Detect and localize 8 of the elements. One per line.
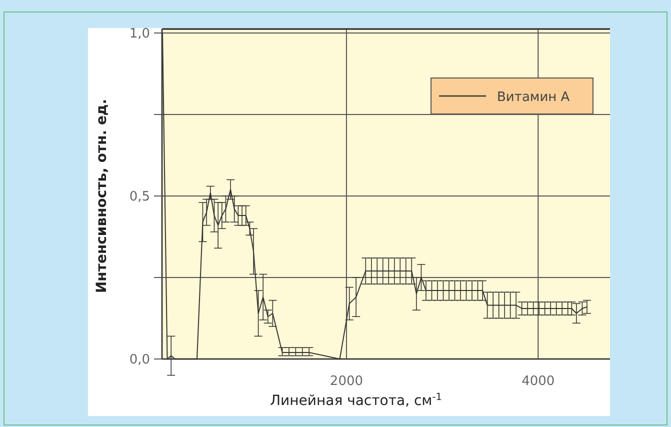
y-tick-label: 0,5	[129, 190, 150, 205]
x-tick-label: 2000	[330, 374, 364, 389]
y-tick-label: 0,0	[129, 352, 150, 368]
x-tick-label: 4000	[522, 374, 555, 389]
x-axis-title: Линейная частота, см$^{-1}$	[270, 392, 442, 409]
y-tick-label: 1,0	[129, 26, 150, 42]
y-axis-title: Интенсивность, отн. ед.	[94, 98, 110, 294]
legend-label: Витамин А	[497, 90, 570, 105]
